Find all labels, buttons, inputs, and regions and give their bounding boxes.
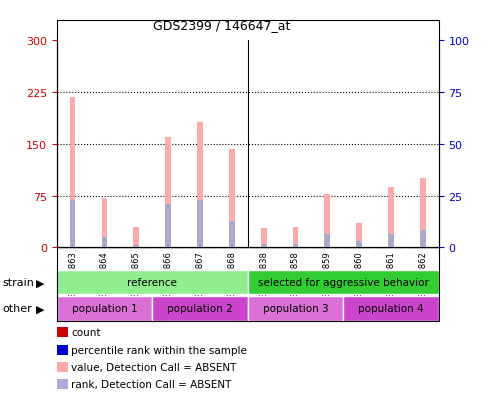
Bar xyxy=(293,227,298,248)
Bar xyxy=(120,248,152,250)
Text: population 1: population 1 xyxy=(71,304,137,313)
Text: value, Detection Call = ABSENT: value, Detection Call = ABSENT xyxy=(71,362,237,372)
Bar xyxy=(216,248,247,250)
Bar xyxy=(70,98,75,248)
Bar xyxy=(70,201,75,248)
Bar xyxy=(102,237,107,248)
Text: reference: reference xyxy=(127,278,177,287)
Text: ▶: ▶ xyxy=(35,278,44,287)
Bar xyxy=(324,194,330,248)
Bar xyxy=(165,204,171,248)
Bar xyxy=(420,230,426,248)
Bar xyxy=(197,201,203,248)
Text: other: other xyxy=(2,304,32,313)
Bar xyxy=(57,270,247,295)
Bar xyxy=(165,138,171,248)
Text: percentile rank within the sample: percentile rank within the sample xyxy=(71,345,247,355)
Bar xyxy=(356,224,362,248)
Bar xyxy=(247,270,439,295)
Bar xyxy=(184,248,216,250)
Text: population 2: population 2 xyxy=(167,304,233,313)
Bar xyxy=(343,248,375,250)
Bar xyxy=(280,248,312,250)
Text: ▶: ▶ xyxy=(35,304,44,313)
Bar xyxy=(152,296,247,321)
Bar xyxy=(134,227,139,248)
Bar xyxy=(134,245,139,248)
Text: strain: strain xyxy=(2,278,35,287)
Bar xyxy=(356,241,362,248)
Bar xyxy=(388,234,394,248)
Text: rank, Detection Call = ABSENT: rank, Detection Call = ABSENT xyxy=(71,380,232,389)
Bar xyxy=(152,248,184,250)
Bar xyxy=(197,123,203,248)
Bar xyxy=(312,248,343,250)
Bar xyxy=(57,296,152,321)
Bar xyxy=(247,248,280,250)
Text: population 3: population 3 xyxy=(263,304,328,313)
Text: population 4: population 4 xyxy=(358,304,424,313)
Bar xyxy=(343,296,439,321)
Bar xyxy=(89,248,120,250)
Text: GDS2399 / 146647_at: GDS2399 / 146647_at xyxy=(153,19,290,31)
Bar xyxy=(324,234,330,248)
Bar xyxy=(388,187,394,248)
Bar xyxy=(420,179,426,248)
Text: selected for aggressive behavior: selected for aggressive behavior xyxy=(258,278,429,287)
Bar xyxy=(293,244,298,248)
Text: count: count xyxy=(71,328,101,337)
Bar xyxy=(229,150,235,248)
Bar xyxy=(261,228,267,248)
Bar xyxy=(229,222,235,248)
Bar xyxy=(57,248,89,250)
Bar xyxy=(261,244,267,248)
Bar xyxy=(102,198,107,248)
Bar xyxy=(407,248,439,250)
Bar xyxy=(375,248,407,250)
Bar xyxy=(247,296,343,321)
